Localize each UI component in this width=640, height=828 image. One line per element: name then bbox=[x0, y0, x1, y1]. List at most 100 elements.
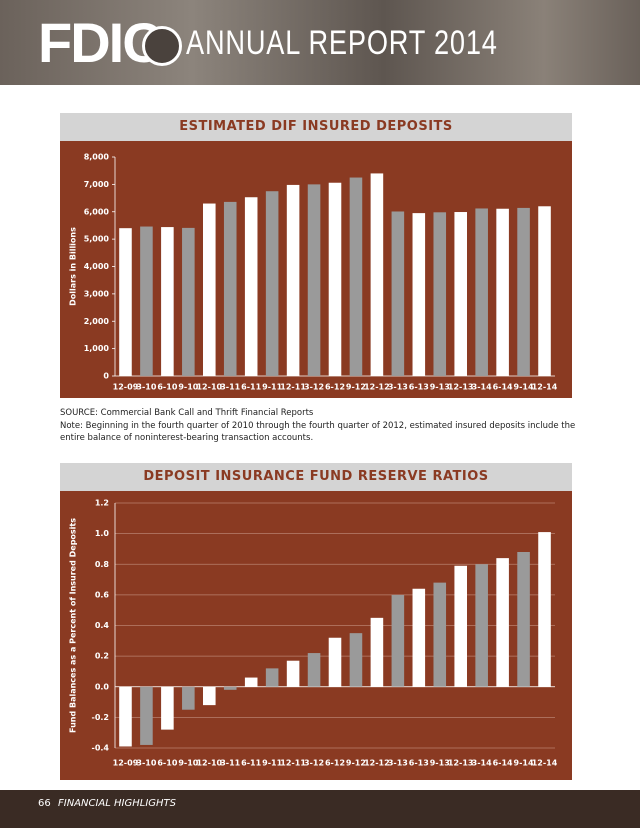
x-tick-label: 3-12 bbox=[304, 383, 324, 392]
bar bbox=[140, 226, 153, 376]
bar bbox=[223, 201, 237, 376]
bar bbox=[370, 173, 384, 376]
bar bbox=[307, 653, 321, 687]
x-tick-label: 12-11 bbox=[280, 759, 306, 768]
seal bbox=[142, 26, 182, 66]
bar bbox=[244, 197, 258, 376]
bar bbox=[286, 184, 300, 376]
y-tick-label: 0.2 bbox=[95, 652, 109, 661]
y-tick-label: 1,000 bbox=[84, 344, 110, 353]
bar bbox=[496, 208, 509, 376]
x-tick-label: 12-14 bbox=[532, 759, 558, 768]
bar bbox=[140, 686, 153, 745]
chart: Fund Balances as a Percent of Insured De… bbox=[60, 491, 572, 780]
x-tick-label: 6-14 bbox=[493, 383, 513, 392]
y-tick-label: 7,000 bbox=[84, 180, 110, 189]
bar bbox=[328, 182, 342, 376]
x-tick-label: 9-12 bbox=[346, 383, 366, 392]
x-tick-label: 9-13 bbox=[430, 759, 450, 768]
x-tick-label: 9-14 bbox=[514, 383, 534, 392]
x-tick-label: 3-14 bbox=[472, 759, 492, 768]
bar bbox=[244, 677, 258, 687]
x-tick-label: 12-09 bbox=[113, 383, 139, 392]
bar bbox=[538, 532, 551, 687]
bar bbox=[349, 177, 363, 376]
x-tick-label: 9-10 bbox=[178, 759, 198, 768]
x-tick-label: 12-10 bbox=[196, 759, 222, 768]
y-tick-label: 1.0 bbox=[95, 529, 110, 538]
bar bbox=[433, 582, 447, 687]
page-number: 66 bbox=[38, 798, 51, 809]
y-axis-label: Fund Balances as a Percent of Insured De… bbox=[69, 518, 78, 733]
y-tick-label: -0.4 bbox=[92, 744, 110, 753]
y-tick-label: 0.6 bbox=[95, 590, 110, 599]
footer: 66 FINANCIAL HIGHLIGHTS bbox=[0, 790, 640, 828]
x-tick-label: 9-13 bbox=[430, 383, 450, 392]
bar bbox=[412, 213, 426, 376]
logo: FDIC bbox=[38, 11, 163, 74]
x-tick-label: 3-12 bbox=[304, 759, 324, 768]
x-tick-label: 6-13 bbox=[409, 383, 429, 392]
bar bbox=[433, 212, 447, 376]
x-tick-label: 12-14 bbox=[532, 383, 558, 392]
x-tick-label: 12-13 bbox=[448, 383, 474, 392]
bar bbox=[517, 207, 530, 376]
x-tick-label: 6-14 bbox=[493, 759, 513, 768]
x-tick-label: 3-11 bbox=[220, 383, 240, 392]
bar bbox=[370, 617, 384, 687]
x-tick-label: 12-11 bbox=[280, 383, 306, 392]
bar bbox=[454, 565, 467, 687]
bar bbox=[475, 564, 488, 687]
x-tick-label: 6-12 bbox=[325, 759, 345, 768]
chart-title: DEPOSIT INSURANCE FUND RESERVE RATIOS bbox=[60, 463, 572, 491]
y-tick-label: 3,000 bbox=[84, 289, 110, 298]
x-tick-label: 3-10 bbox=[136, 759, 156, 768]
bar bbox=[307, 184, 321, 376]
bar bbox=[119, 228, 132, 376]
y-tick-label: 5,000 bbox=[84, 235, 110, 244]
y-tick-label: -0.2 bbox=[92, 713, 110, 722]
source: SOURCE: Commercial Bank Call and Thrift … bbox=[60, 408, 314, 418]
bar bbox=[349, 633, 363, 687]
x-tick-label: 3-11 bbox=[220, 759, 240, 768]
bar bbox=[412, 588, 426, 687]
bar bbox=[161, 227, 174, 376]
bar bbox=[475, 208, 488, 376]
x-tick-label: 6-10 bbox=[157, 759, 177, 768]
note: Note: Beginning in the fourth quarter of… bbox=[60, 421, 576, 443]
x-tick-label: 9-11 bbox=[262, 383, 282, 392]
y-tick-label: 6,000 bbox=[84, 207, 110, 216]
bar bbox=[538, 206, 551, 376]
bar bbox=[454, 212, 467, 376]
x-tick-label: 6-12 bbox=[325, 383, 345, 392]
bar bbox=[223, 686, 237, 690]
bar bbox=[286, 660, 300, 687]
x-tick-label: 9-10 bbox=[178, 383, 198, 392]
bar bbox=[182, 227, 195, 376]
bar bbox=[203, 203, 216, 376]
y-tick-label: 0.4 bbox=[95, 621, 110, 630]
x-tick-label: 9-12 bbox=[346, 759, 366, 768]
bar bbox=[182, 686, 195, 710]
bar bbox=[496, 558, 509, 687]
bar bbox=[328, 637, 342, 687]
x-tick-label: 12-09 bbox=[113, 759, 139, 768]
x-tick-label: 12-10 bbox=[196, 383, 222, 392]
x-tick-label: 3-13 bbox=[388, 759, 408, 768]
x-tick-label: 9-14 bbox=[514, 759, 534, 768]
x-tick-label: 3-13 bbox=[388, 383, 408, 392]
x-tick-label: 3-14 bbox=[472, 383, 492, 392]
bar bbox=[265, 668, 279, 687]
header: FDIC ANNUAL REPORT 2014 bbox=[0, 0, 640, 85]
x-tick-label: 6-11 bbox=[241, 759, 261, 768]
bar bbox=[391, 211, 405, 376]
x-tick-label: 12-13 bbox=[448, 759, 474, 768]
x-tick-label: 6-13 bbox=[409, 759, 429, 768]
x-tick-label: 9-11 bbox=[262, 759, 282, 768]
y-tick-label: 8,000 bbox=[84, 153, 110, 162]
chart: Dollars in Billions 0 1,000 2,000 3,000 4,000… bbox=[60, 141, 572, 398]
y-tick-label: 0.8 bbox=[95, 560, 110, 569]
x-tick-label: 12-12 bbox=[364, 383, 390, 392]
bar bbox=[265, 191, 279, 376]
